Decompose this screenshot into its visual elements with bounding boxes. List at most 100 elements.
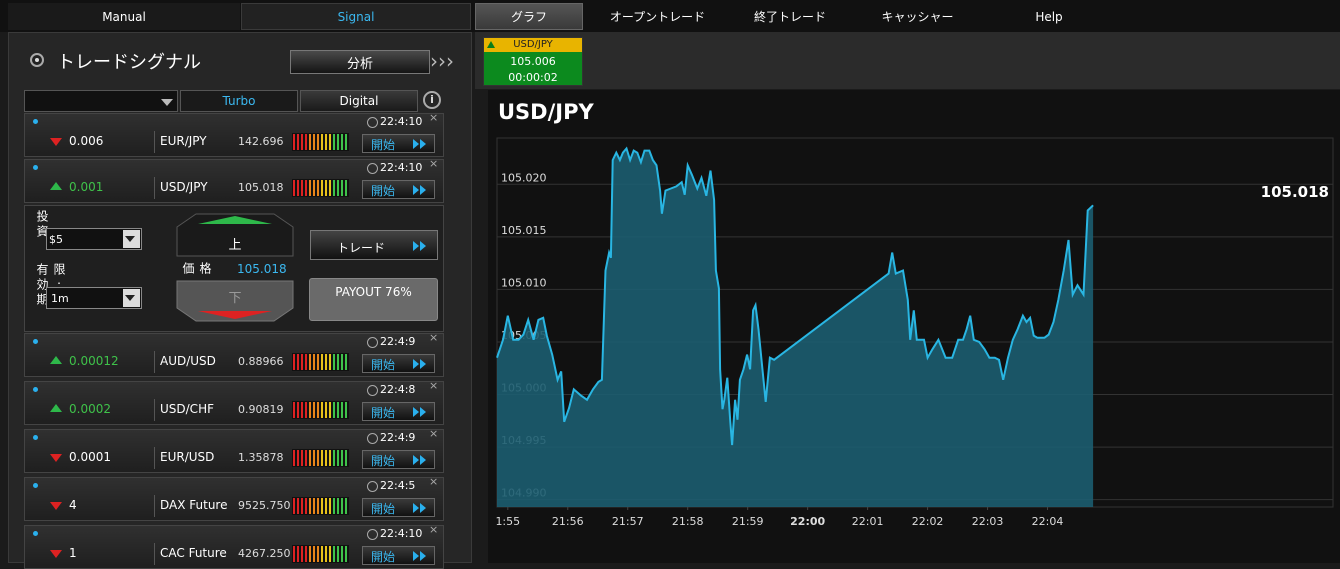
info-icon[interactable]: i <box>423 91 441 109</box>
tab[interactable]: Signal <box>241 3 471 30</box>
y-tick-label: 105.010 <box>501 276 547 289</box>
meter-bar <box>321 498 323 514</box>
signal-change: 0.0001 <box>69 450 111 464</box>
signal-row[interactable]: 22:4:10 × 0.001 USD/JPY 105.018 開始 <box>24 157 444 203</box>
signal-change: 0.006 <box>69 134 104 148</box>
signal-row[interactable]: 22:4:5 × 4 DAX Future 9525.750 開始 <box>24 475 444 521</box>
up-label: 上 <box>228 238 242 253</box>
analyze-button[interactable]: 分析 <box>290 50 430 74</box>
start-label: 開始 <box>371 358 396 372</box>
start-button[interactable]: 開始 <box>362 402 435 421</box>
x-tick-label: 22:00 <box>790 515 825 528</box>
meter-bar <box>301 354 303 370</box>
signal-change: 0.00012 <box>69 354 119 368</box>
meter-bar <box>305 546 307 562</box>
meter-bar <box>345 546 347 562</box>
signal-row[interactable]: 22:4:8 × 0.0002 USD/CHF 0.90819 開始 <box>24 379 444 425</box>
meter-bar <box>317 402 319 418</box>
ticker-arrow <box>487 41 495 48</box>
signal-row[interactable]: 22:4:9 × 0.00012 AUD/USD 0.88966 開始 <box>24 331 444 377</box>
start-button[interactable]: 開始 <box>362 180 435 199</box>
dropdown[interactable] <box>24 90 178 112</box>
meter-bar <box>325 498 327 514</box>
signal-time: 22:4:9 <box>380 335 416 348</box>
last-price: 105.018 <box>1261 183 1329 201</box>
meter-bar <box>325 134 327 150</box>
start-button[interactable]: 開始 <box>362 546 435 565</box>
x-tick-label: 22:04 <box>1032 515 1064 528</box>
meter-bar <box>329 180 331 196</box>
area <box>497 148 1094 507</box>
signal-change: 4 <box>69 498 77 512</box>
trade-button[interactable]: トレード <box>310 230 438 260</box>
signal-row[interactable]: 22:4:10 × 0.006 EUR/JPY 142.696 開始 <box>24 111 444 157</box>
filter-tab[interactable]: Turbo <box>180 90 298 112</box>
signal-price: 142.696 <box>238 135 284 148</box>
x-tick-label: 21:58 <box>672 515 704 528</box>
meter-bar <box>313 180 315 196</box>
chart-title: USD/JPY <box>498 100 594 124</box>
price-label: 価格 <box>181 262 212 277</box>
signal-pair: CAC Future <box>160 546 227 560</box>
tab[interactable]: オープントレード <box>609 10 706 24</box>
arrow <box>413 503 419 513</box>
close-icon: × <box>429 157 439 170</box>
signal-row[interactable]: 22:4:10 × 1 CAC Future 4267.250 開始 <box>24 523 444 569</box>
meter-bar <box>317 354 319 370</box>
signal-time: 22:4:10 <box>380 161 423 174</box>
start-label: 開始 <box>371 550 396 564</box>
chart: USD/JPY 104.990104.995105.000105.005105.… <box>488 90 1340 563</box>
start-button[interactable]: 開始 <box>362 498 435 517</box>
meter-bar <box>301 180 303 196</box>
meter-bar <box>301 498 303 514</box>
close-icon: × <box>429 523 439 536</box>
radio[interactable] <box>30 53 44 67</box>
signal-pair: EUR/USD <box>160 450 215 464</box>
tab[interactable]: Manual <box>8 3 240 30</box>
meter-bar <box>337 134 339 150</box>
meter-bar <box>337 546 339 562</box>
start-button[interactable]: 開始 <box>362 450 435 469</box>
clock-icon <box>367 163 378 174</box>
meter-bar <box>317 180 319 196</box>
separator <box>154 177 155 199</box>
ticker[interactable]: USD/JPY 105.006 00:00:02 <box>483 37 583 86</box>
tab[interactable]: グラフ <box>475 3 583 30</box>
close-icon: × <box>429 475 439 488</box>
start-label: 開始 <box>371 184 396 198</box>
expiry-select[interactable]: 1m <box>46 287 142 309</box>
clock-icon <box>367 529 378 540</box>
separator <box>154 495 155 517</box>
start-button[interactable]: 開始 <box>362 134 435 153</box>
meter-bar <box>293 180 295 196</box>
filter-tab[interactable]: Digital <box>300 90 418 112</box>
meter-bar <box>317 450 319 466</box>
meter-bar <box>305 450 307 466</box>
signal-row[interactable]: 22:4:9 × 0.0001 EUR/USD 1.35878 開始 <box>24 427 444 473</box>
down-arrow <box>198 311 272 319</box>
start-button[interactable]: 開始 <box>362 354 435 373</box>
direction-arrow <box>50 404 62 412</box>
arrow <box>420 407 426 417</box>
direction-arrow <box>50 454 62 462</box>
clock-icon <box>367 433 378 444</box>
meter-bar <box>345 402 347 418</box>
tab[interactable]: Help <box>1035 9 1063 24</box>
start-label: 開始 <box>371 406 396 420</box>
expiry: 1m <box>51 292 69 305</box>
tab[interactable]: 終了トレード <box>753 10 826 24</box>
tab[interactable]: キャッシャー <box>881 10 954 24</box>
meter-bar <box>309 180 311 196</box>
y-tick-label: 105.015 <box>501 224 547 237</box>
signal-change: 0.0002 <box>69 402 111 416</box>
meter-bar <box>333 402 335 418</box>
investment-select[interactable]: $5 <box>46 228 142 250</box>
meter-bar <box>341 134 343 150</box>
x-tick-label: 22:01 <box>852 515 884 528</box>
arrow <box>413 407 419 417</box>
meter-bar <box>297 354 299 370</box>
up-button[interactable] <box>176 213 294 257</box>
strength-meter <box>292 497 349 515</box>
status-dot <box>33 387 38 392</box>
close-icon: × <box>429 331 439 344</box>
